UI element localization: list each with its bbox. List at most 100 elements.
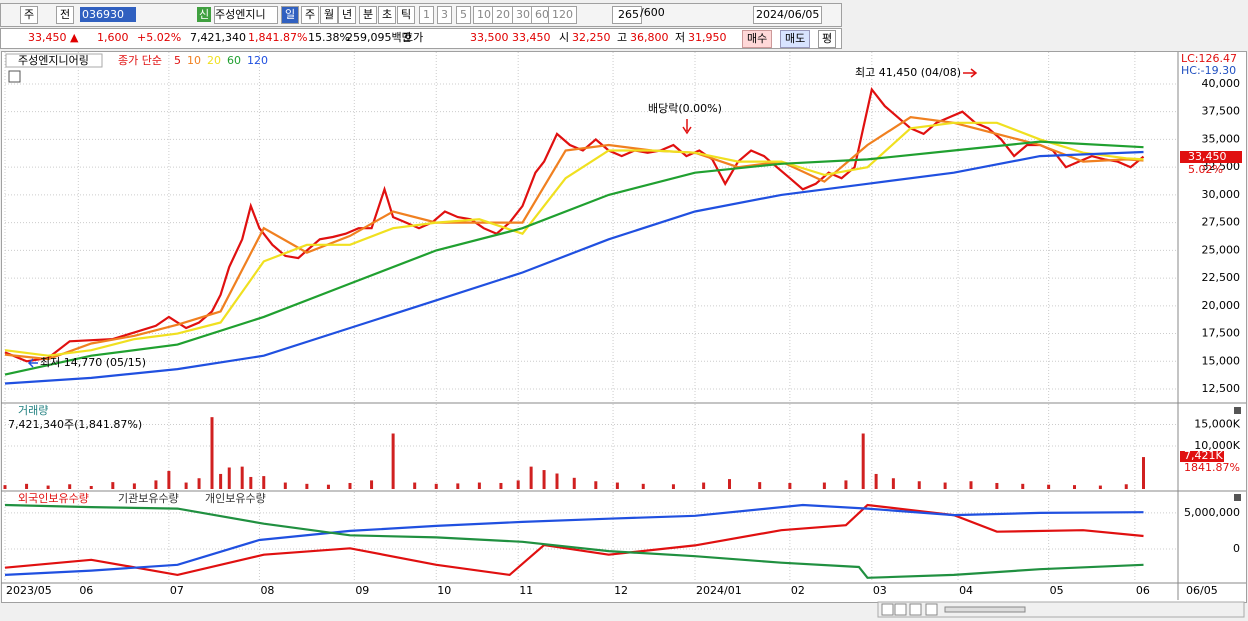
period-button[interactable]: 틱	[397, 6, 416, 24]
volume-bar	[46, 485, 50, 489]
last-change: 5.02%	[1188, 163, 1223, 176]
volume-bar	[516, 480, 520, 489]
volume-bar	[227, 467, 231, 489]
series-line	[4, 116, 1144, 361]
arrow	[963, 68, 978, 78]
volume-bar	[262, 476, 266, 489]
volume: 7,421,340	[190, 31, 246, 44]
chart-area	[1, 51, 1247, 603]
volume-bar	[219, 473, 223, 489]
x-tick-label: 02	[791, 584, 805, 597]
sell-button[interactable]: 매도	[780, 30, 811, 48]
y-tick-label: 32,500	[1202, 160, 1241, 173]
last-price-box	[1180, 151, 1242, 163]
volume-bar	[995, 482, 999, 489]
series-line	[4, 503, 1144, 576]
high: 36,800	[630, 31, 669, 44]
scroll-track	[944, 606, 1026, 613]
last-volume: 7,421K	[1184, 449, 1223, 462]
x-tick-label: 06	[1136, 584, 1150, 597]
volume-bar	[68, 484, 72, 489]
bar-count[interactable]: 265	[612, 6, 642, 24]
legend-entry: 5	[174, 54, 181, 67]
last-volume-change: 1841.87%	[1184, 461, 1240, 474]
y-tick-label: 30,000	[1202, 188, 1241, 201]
volume-bar	[111, 482, 115, 489]
volume-bar	[861, 433, 865, 489]
scroll-button	[925, 603, 938, 616]
volume-bar	[240, 466, 244, 489]
panel-title: 주성엔지니어링	[18, 54, 89, 67]
x-tick-label: 2024/01	[696, 584, 742, 597]
interval-button[interactable]: 1	[419, 6, 434, 24]
close-icon	[1234, 407, 1241, 414]
period-button[interactable]: 초	[378, 6, 397, 24]
legend-entry: 20	[207, 54, 221, 67]
x-tick-label: 2023/05	[6, 584, 52, 597]
volume-bar	[1021, 483, 1025, 489]
interval-button[interactable]: 20	[492, 6, 514, 24]
volume-bar	[370, 480, 374, 489]
volume-bar	[874, 473, 878, 489]
label: 호가	[403, 31, 424, 44]
volume-rate: 1,841.87%	[248, 31, 308, 44]
volume-bar	[1047, 484, 1051, 489]
volume-bar	[434, 483, 438, 489]
legend-entry: 120	[247, 54, 268, 67]
annotation: 최고 41,450 (04/08)	[855, 66, 961, 79]
avg-button[interactable]: 평	[818, 30, 837, 48]
volume-bar	[477, 482, 481, 489]
volume-bar	[1142, 457, 1145, 489]
x-tick-label: 04	[959, 584, 973, 597]
y-tick-label: 22,500	[1202, 271, 1241, 284]
label: 시	[559, 31, 570, 44]
label: 저	[675, 31, 686, 44]
interval-button[interactable]: 3	[437, 6, 452, 24]
period-button[interactable]: 주	[301, 6, 320, 24]
annotation: 배당락(0.00%)	[648, 102, 722, 115]
buy-button[interactable]: 매수	[742, 30, 773, 48]
volume-bar	[891, 478, 895, 489]
legend-entry: 외국인보유수량	[18, 492, 89, 505]
ask: 33,500	[470, 31, 509, 44]
y-tick-label: 35,000	[1202, 132, 1241, 145]
volume-bar	[413, 482, 417, 489]
bid: 33,450	[512, 31, 551, 44]
volume-bar	[499, 482, 503, 489]
date-input[interactable]: 2024/06/05	[753, 6, 823, 24]
x-tick-label: 05	[1050, 584, 1064, 597]
series-line	[4, 121, 1144, 357]
volume-bar	[132, 483, 136, 489]
volume-bar	[154, 480, 158, 489]
volume-bar	[555, 473, 559, 489]
y-tick-label: 37,500	[1202, 105, 1241, 118]
stock-code[interactable]: 036930	[80, 7, 136, 22]
volume-bar	[89, 485, 93, 489]
stock-name[interactable]: 주성엔지니	[214, 6, 278, 24]
interval-button[interactable]: 120	[548, 6, 577, 24]
volume-bar	[3, 485, 7, 489]
badge[interactable]: 신	[197, 7, 212, 22]
period-button[interactable]: 일	[281, 6, 300, 24]
period-button[interactable]: 년	[338, 6, 357, 24]
x-tick-label: 12	[614, 584, 628, 597]
volume-bar	[844, 480, 848, 489]
volume-bar	[969, 481, 973, 489]
period-button[interactable]: 분	[359, 6, 378, 24]
market-select[interactable]: 주	[20, 6, 39, 24]
y-tick-label: 25,000	[1202, 243, 1241, 256]
volume-bar	[456, 483, 460, 489]
x-tick-label: 03	[873, 584, 887, 597]
tab-button[interactable]: 전	[56, 6, 75, 24]
interval-button[interactable]: 5	[456, 6, 471, 24]
volume-bar	[572, 477, 576, 489]
legend-entry: 개인보유수량	[205, 492, 266, 505]
volume-bar	[917, 481, 921, 489]
volume-bar	[25, 483, 29, 489]
volume-bar	[641, 483, 645, 489]
volume-bar	[788, 482, 792, 489]
period-button[interactable]: 월	[320, 6, 339, 24]
volume-bar	[326, 484, 330, 489]
interval-button[interactable]: 10	[473, 6, 495, 24]
